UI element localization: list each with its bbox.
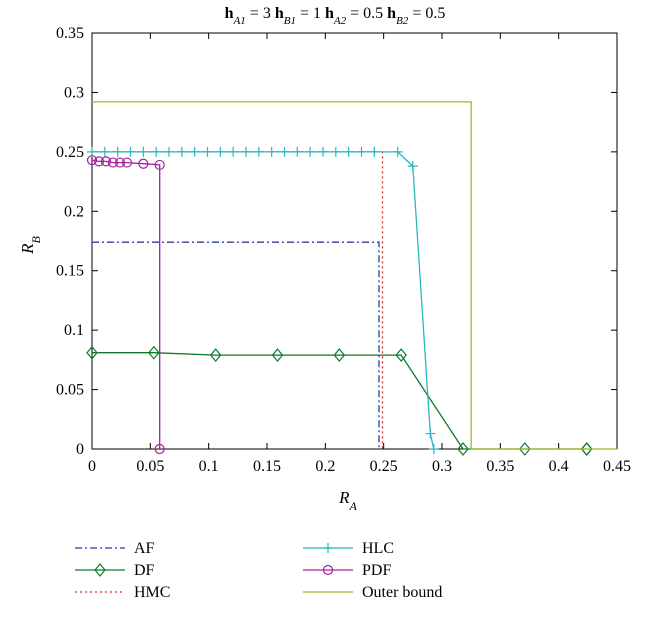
plus-marker xyxy=(318,146,328,157)
plus-marker xyxy=(279,146,290,157)
x-axis-label: RA xyxy=(338,488,357,513)
x-tick-label: 0.05 xyxy=(136,458,164,475)
circle-marker xyxy=(138,158,149,169)
diamond-marker xyxy=(519,442,531,456)
plus-marker xyxy=(343,146,354,157)
diamond-marker xyxy=(209,348,222,363)
y-tick-label: 0.2 xyxy=(64,203,84,220)
circle-marker xyxy=(114,157,126,168)
y-tick-label: 0.3 xyxy=(64,84,84,101)
x-tick-label: 0.4 xyxy=(549,458,569,475)
plus-marker xyxy=(253,146,264,157)
diamond-marker xyxy=(271,348,284,363)
diamond-marker xyxy=(148,345,160,360)
circle-marker xyxy=(86,155,98,166)
legend-label: DF xyxy=(134,562,155,579)
circle-marker xyxy=(121,157,133,168)
legend-label: HMC xyxy=(134,584,170,601)
x-tick-label: 0.3 xyxy=(432,458,452,475)
plus-marker xyxy=(164,146,174,157)
circle-marker xyxy=(154,159,165,171)
series-af xyxy=(92,241,380,449)
plus-marker xyxy=(425,428,436,439)
plus-marker xyxy=(356,146,367,157)
plot-area xyxy=(91,32,618,450)
series-layer xyxy=(86,101,617,456)
chart-title: hA1 = 3 hB1 = 1 hA2 = 0.5 hB2 = 0.5 xyxy=(225,5,446,27)
series-hlc xyxy=(87,146,439,454)
series-line-af xyxy=(92,241,380,449)
x-tick-label: 0 xyxy=(88,458,96,475)
x-tick-label: 0.1 xyxy=(199,458,219,475)
plus-marker xyxy=(323,543,333,553)
legend-item-hlc: HLC xyxy=(303,540,394,557)
legend-item-hmc: HMC xyxy=(75,584,170,601)
plus-marker xyxy=(99,146,110,157)
plus-marker xyxy=(241,146,251,157)
plus-marker xyxy=(202,146,213,157)
legend-label: HLC xyxy=(362,540,394,557)
x-tick-label: 0.2 xyxy=(315,458,335,475)
diamond-marker xyxy=(94,563,106,577)
plus-marker xyxy=(305,146,316,157)
plus-marker xyxy=(112,146,123,157)
legend-label: PDF xyxy=(362,562,391,579)
plus-marker xyxy=(215,146,226,157)
x-tick-label: 0.25 xyxy=(370,458,398,475)
legend-item-df: DF xyxy=(75,562,155,579)
plus-marker xyxy=(125,146,136,157)
y-tick-label: 0.05 xyxy=(56,382,84,399)
diamond-marker xyxy=(457,442,469,456)
x-tick-label: 0.35 xyxy=(486,458,514,475)
y-tick-label: 0.1 xyxy=(64,322,84,339)
legend-item-pdf: PDF xyxy=(303,562,391,579)
plus-marker xyxy=(138,146,149,157)
plus-marker xyxy=(266,146,277,157)
plus-marker xyxy=(292,146,303,157)
y-tick-label: 0.15 xyxy=(56,263,84,280)
legend-item-outer-bound: Outer bound xyxy=(303,584,442,601)
x-tick-label: 0.45 xyxy=(603,458,631,475)
y-tick-label: 0 xyxy=(76,441,84,458)
series-pdf xyxy=(86,155,165,455)
y-axis-label: RB xyxy=(18,235,43,254)
diamond-marker xyxy=(333,348,346,363)
plus-marker xyxy=(428,444,439,454)
diamond-marker xyxy=(580,442,593,456)
series-outer-bound xyxy=(92,101,617,450)
plus-marker xyxy=(228,146,239,157)
plus-marker xyxy=(407,161,418,172)
y-tick-label: 0.25 xyxy=(56,144,84,161)
legend-label: Outer bound xyxy=(362,584,442,601)
legend-label: AF xyxy=(134,540,155,557)
circle-marker xyxy=(322,564,334,576)
circle-marker xyxy=(100,156,112,167)
x-tick-label: 0.15 xyxy=(253,458,281,475)
legend-item-af: AF xyxy=(75,540,155,557)
plus-marker xyxy=(392,146,403,157)
diamond-marker xyxy=(86,345,98,360)
diamond-marker xyxy=(395,348,407,363)
circle-marker xyxy=(107,157,119,168)
circle-marker xyxy=(93,156,105,167)
plus-marker xyxy=(176,146,187,157)
axis-ticks: 0 0.05 0.1 0.15 0.2 0.25 0.3 0.35 0.4 0.45 0 0.05 0.… xyxy=(56,25,631,475)
series-line-outer-bound xyxy=(92,101,617,450)
legend: AF DF HMC HLC PDF Outer bound xyxy=(75,540,442,601)
plus-marker xyxy=(330,146,341,157)
y-tick-label: 0.35 xyxy=(56,25,84,42)
plus-marker xyxy=(151,146,162,157)
circle-marker xyxy=(154,443,165,455)
plus-marker xyxy=(189,146,200,157)
plus-marker xyxy=(369,146,380,157)
